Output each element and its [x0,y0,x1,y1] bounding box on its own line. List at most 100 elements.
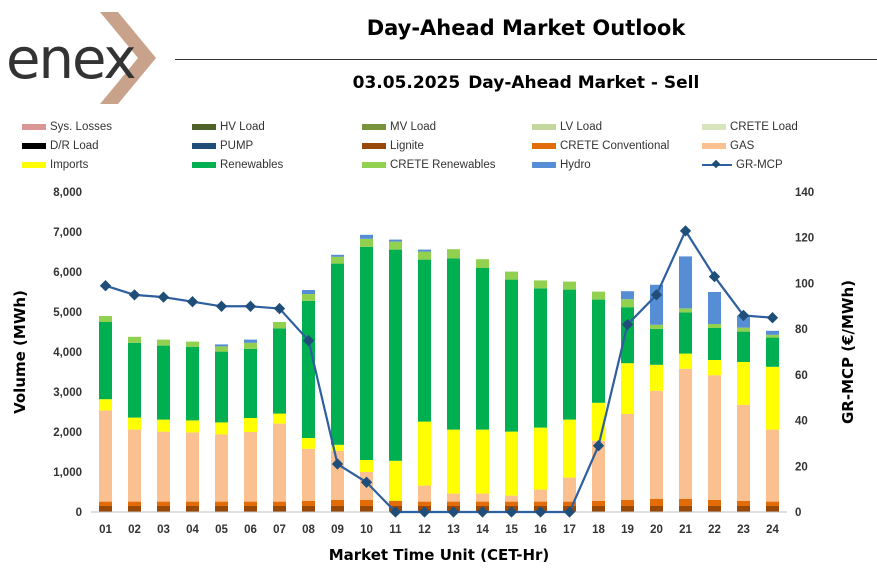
bar-gas [563,477,576,502]
bar-imports [476,429,489,494]
bar-crete-conventional [447,501,460,506]
bar-gas [708,375,721,500]
bar-imports [157,419,170,432]
legend-item-imports: Imports [22,156,88,174]
x-tick-label: 09 [331,524,344,536]
subtitle-date: 03.05.2025 [352,73,461,93]
legend-item-hv-load: HV Load [192,118,265,136]
bar-crete-conventional [563,501,576,506]
legend-swatch [22,143,46,149]
bar-renewables [99,322,112,400]
bar-hydro [708,292,721,324]
bar-hydro [389,239,402,242]
gr-mcp-marker [708,270,721,283]
x-tick-label: 05 [215,524,228,536]
y-tick-label: 5,000 [53,307,82,319]
legend-swatch [702,124,726,130]
gr-mcp-marker [534,506,547,518]
bar-imports [737,362,750,405]
bar-lignite [708,506,721,512]
bar-crete-conventional [273,501,286,506]
legend-swatch [192,124,216,130]
legend-item-pump: PUMP [192,137,253,155]
y-tick-label: 0 [76,507,82,519]
bar-crete-conventional [360,500,373,506]
bar-lignite [186,506,199,512]
bar-crete-renewables [447,249,460,259]
y2-tick-label: 80 [795,324,808,336]
bar-lignite [128,506,141,512]
bar-lignite [244,506,257,512]
bar-imports [766,366,779,430]
bar-gas [447,493,460,502]
bar-renewables [302,300,315,438]
gr-mcp-marker [621,318,634,331]
gr-mcp-marker [360,476,373,488]
bar-crete-renewables [99,316,112,322]
bar-crete-renewables [157,339,170,346]
bar-crete-renewables [621,299,634,308]
bar-crete-conventional [157,501,170,506]
bar-imports [621,363,634,414]
bar-imports [447,429,460,494]
x-tick-label: 13 [447,524,460,536]
x-tick-label: 20 [650,524,663,536]
bar-crete-renewables [766,334,779,338]
legend-swatch [22,162,46,168]
legend-item-d-r-load: D/R Load [22,137,99,155]
bar-lignite [273,506,286,512]
chart-legend: Sys. Losses HV Load MV Load LV Load CRETE Lo… [22,118,862,178]
y-tick-label: 1,000 [53,467,82,479]
subtitle-text: Day-Ahead Market - Sell [468,73,700,93]
bar-lignite [679,506,692,512]
gr-mcp-marker [563,506,576,518]
bar-renewables [273,328,286,414]
y-tick-label: 2,000 [53,427,82,439]
bar-gas [650,390,663,499]
bar-hydro [621,291,634,300]
bar-crete-renewables [418,251,431,260]
bar-lignite [331,506,344,512]
bar-renewables [505,279,518,432]
gr-mcp-marker [592,440,605,452]
legend-label: Lignite [390,140,424,152]
bar-gas [273,423,286,502]
gr-mcp-marker [679,225,692,237]
bar-lignite [766,506,779,512]
x-tick-label: 19 [621,524,634,536]
bar-imports [215,422,228,435]
legend-label: HV Load [220,121,265,133]
legend-swatch [702,143,726,149]
logo-wordmark: enex [6,27,135,92]
x-tick-label: 12 [418,524,431,536]
legend-label: Hydro [560,159,591,171]
bar-crete-renewables [505,271,518,280]
bar-hydro [679,256,692,309]
bar-crete-renewables [331,256,344,264]
bar-hydro [215,344,228,347]
gr-mcp-marker [650,289,663,301]
bar-lignite [737,506,750,512]
legend-swatch [702,160,732,170]
bar-imports [244,418,257,432]
gr-mcp-marker [215,300,228,312]
bar-renewables [737,331,750,362]
legend-label: Renewables [220,159,284,171]
legend-swatch [22,124,46,130]
enex-logo: enex [6,12,156,104]
legend-swatch [362,143,386,149]
gr-mcp-marker [157,291,170,303]
bar-hydro [360,234,373,239]
bar-imports [534,427,547,490]
bar-crete-renewables [360,238,373,247]
bar-hydro [244,339,257,343]
bar-imports [418,421,431,486]
bar-imports [679,353,692,369]
bar-renewables [186,346,199,421]
bar-gas [244,432,257,502]
bar-crete-conventional [331,500,344,506]
bar-crete-renewables [563,281,576,290]
bar-crete-renewables [186,341,199,347]
bar-renewables [766,337,779,367]
bar-crete-conventional [592,500,605,506]
